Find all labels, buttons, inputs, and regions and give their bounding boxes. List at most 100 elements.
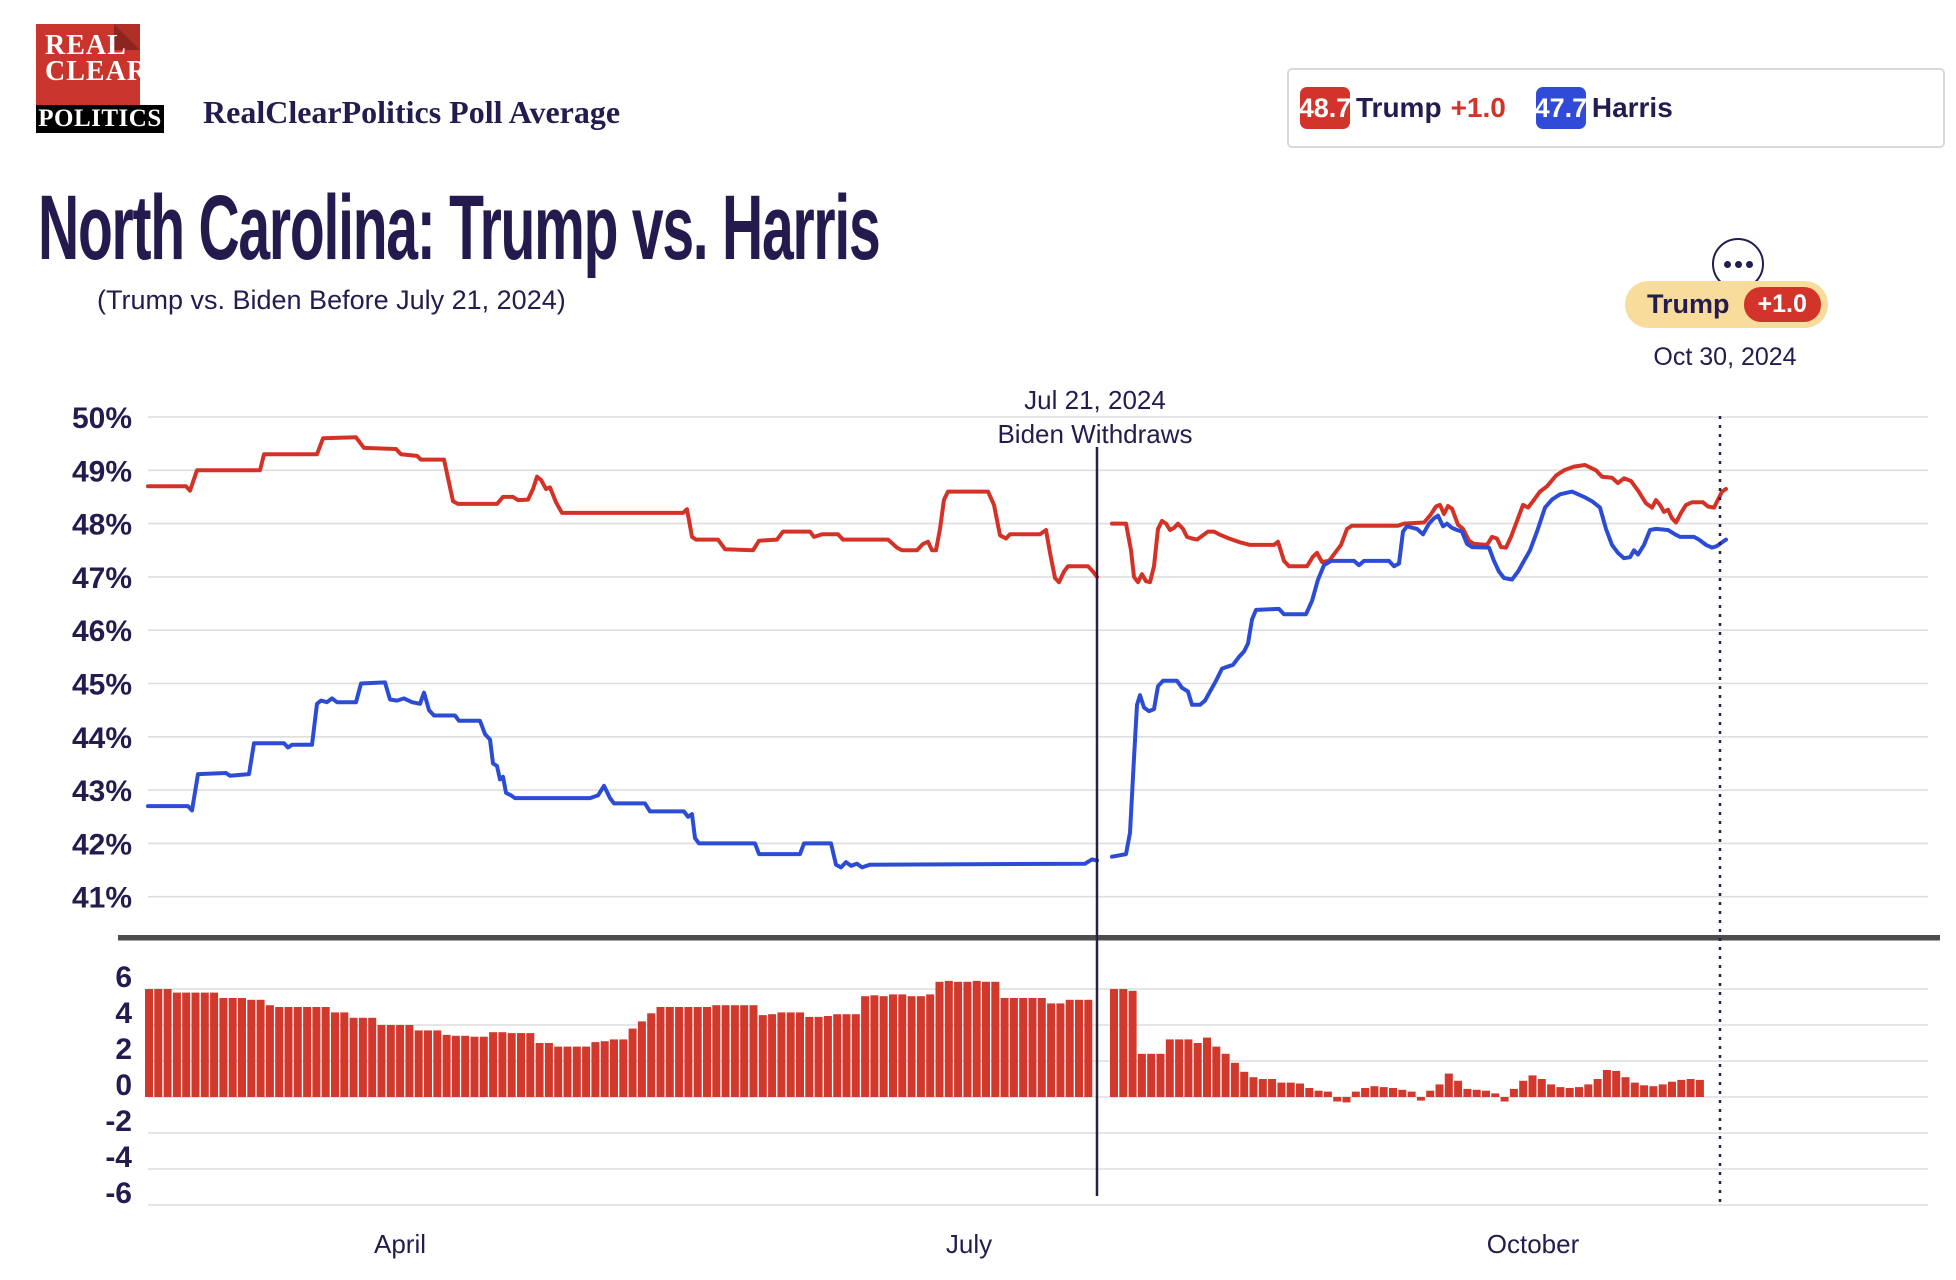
spread-bar	[1379, 1087, 1388, 1097]
spread-bar	[1056, 1003, 1065, 1097]
page-subtitle: (Trump vs. Biden Before July 21, 2024)	[97, 285, 566, 315]
rcp-logo[interactable]: REAL CLEAR POLITICS	[36, 24, 164, 133]
spread-bar	[1575, 1087, 1583, 1097]
spread-bar	[656, 1007, 665, 1097]
harris-score-badge: 47.7	[1535, 87, 1587, 129]
spread-bar	[907, 996, 916, 1097]
spread-bar	[470, 1036, 479, 1097]
spread-bar	[554, 1046, 563, 1097]
spread-bar	[637, 1021, 646, 1097]
spread-bar	[1500, 1097, 1509, 1102]
spread-bar	[1454, 1080, 1463, 1097]
spread-bar	[1212, 1046, 1221, 1097]
spread-bar	[200, 992, 209, 1097]
spread-bar	[498, 1032, 507, 1097]
page-title: North Carolina: Trump vs. Harris	[38, 177, 881, 279]
divider-event-label: Biden Withdraws	[997, 419, 1193, 449]
spread-bar	[1249, 1077, 1258, 1097]
spread-bar	[1389, 1088, 1397, 1097]
spread-bar	[284, 1007, 293, 1097]
spread-bar	[982, 981, 990, 1097]
spread-bar	[172, 992, 181, 1097]
spread-bar	[1156, 1053, 1165, 1097]
spread-bar	[1658, 1084, 1667, 1097]
y-axis-tick-label: 41%	[72, 882, 132, 915]
spread-bar	[814, 1016, 823, 1097]
spread-bar	[535, 1043, 544, 1097]
spread-bar	[1565, 1088, 1574, 1097]
spread-bar	[768, 1014, 777, 1097]
spread-bar	[377, 1025, 386, 1097]
spread-bar	[1630, 1082, 1639, 1097]
spread-bar	[1314, 1090, 1323, 1097]
spread-bar	[1593, 1079, 1602, 1097]
spread-bar	[396, 1025, 405, 1097]
y-axis-tick-label: 44%	[72, 722, 132, 755]
poll-scoreboard: 48.7 Trump +1.0 47.7 Harris	[1287, 68, 1945, 148]
spread-bar	[312, 1007, 321, 1097]
spread-bar	[349, 1017, 358, 1097]
spread-bar	[1686, 1079, 1695, 1097]
y-axis-tick-label: 43%	[72, 775, 132, 808]
spread-bar	[721, 1005, 730, 1097]
spread-bar	[1268, 1079, 1277, 1097]
trump-score-margin: +1.0	[1450, 92, 1506, 123]
spread-bar	[1230, 1062, 1239, 1097]
spread-bar	[582, 1046, 591, 1097]
spread-bar	[303, 1007, 312, 1097]
spread-bar	[963, 981, 972, 1097]
spread-bar	[1407, 1091, 1416, 1097]
spread-bar	[321, 1007, 330, 1097]
spread-bar	[424, 1030, 432, 1097]
spread-bar	[368, 1017, 377, 1097]
spread-bar	[1416, 1097, 1425, 1101]
chart-separator	[118, 935, 1940, 941]
ellipsis-icon	[1745, 260, 1753, 268]
spread-bar	[1649, 1086, 1658, 1097]
spread-bar	[1472, 1089, 1481, 1097]
spread-bar	[749, 1005, 758, 1097]
x-axis-month-label: April	[374, 1229, 426, 1259]
spread-bar	[1084, 999, 1093, 1097]
spread-bar	[1137, 1053, 1146, 1097]
spread-bar	[916, 996, 925, 1097]
spread-bar	[154, 989, 163, 1097]
spread-bar	[758, 1015, 767, 1097]
spread-axis-tick-label: 2	[115, 1033, 132, 1066]
spread-bar	[1333, 1097, 1342, 1102]
spread-bar	[1640, 1085, 1649, 1097]
spread-bar	[386, 1025, 395, 1097]
spread-bar	[628, 1028, 637, 1097]
spread-bar	[972, 980, 981, 1097]
spread-bar	[1602, 1070, 1611, 1097]
spread-bar	[1612, 1070, 1621, 1097]
spread-bar	[1305, 1088, 1314, 1097]
trump-score-label: Trump	[1356, 92, 1442, 123]
spread-bar	[1621, 1077, 1630, 1097]
spread-bar	[600, 1041, 609, 1097]
spread-bar	[954, 981, 963, 1097]
spread-bar	[507, 1033, 516, 1097]
spread-bar	[693, 1007, 702, 1097]
spread-bar	[591, 1042, 600, 1097]
spread-bar	[740, 1005, 749, 1097]
spread-axis-tick-label: 4	[115, 997, 132, 1030]
tooltip-leader: Trump	[1647, 289, 1730, 319]
spread-bar	[145, 989, 153, 1097]
spread-bar	[1193, 1043, 1202, 1097]
spread-bar	[777, 1012, 786, 1097]
y-axis-tick-label: 50%	[72, 402, 132, 435]
spread-bar	[889, 994, 897, 1097]
spread-bar	[1019, 998, 1028, 1097]
spread-bar	[870, 995, 879, 1097]
spread-bar	[191, 992, 200, 1097]
y-axis-tick-label: 46%	[72, 615, 132, 648]
spread-bar	[1537, 1079, 1546, 1097]
spread-bar	[238, 998, 246, 1097]
spread-bar	[451, 1035, 460, 1097]
spread-bar	[1491, 1093, 1500, 1097]
spread-bar	[1482, 1090, 1490, 1097]
spread-bar	[1165, 1039, 1174, 1097]
spread-bar	[991, 981, 1000, 1097]
